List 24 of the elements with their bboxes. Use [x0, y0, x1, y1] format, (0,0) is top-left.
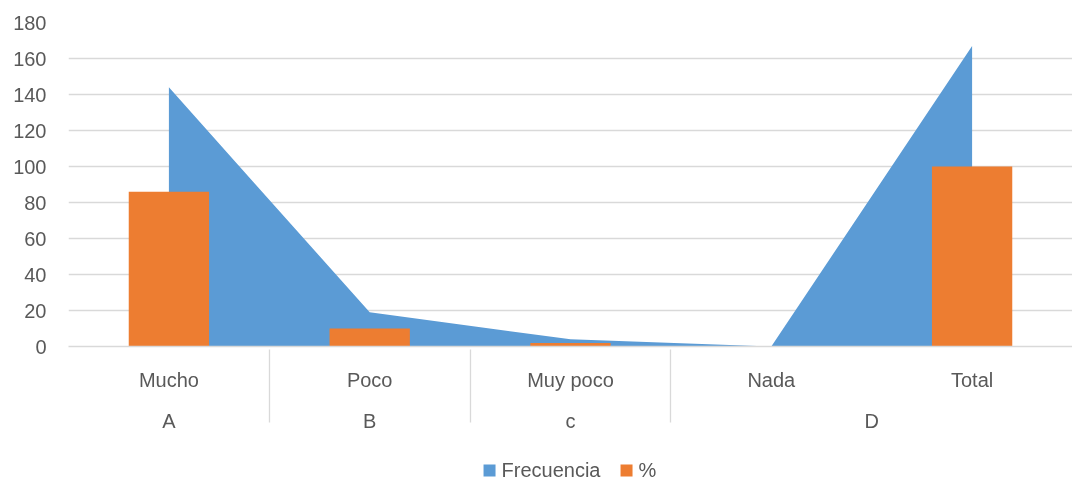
- x-tick-label: Mucho: [138, 368, 199, 391]
- y-tick-label: 20: [24, 299, 47, 322]
- x-tick-label: Muy poco: [527, 368, 614, 391]
- y-tick-label: 60: [24, 227, 47, 250]
- legend-label: Frecuencia: [501, 458, 601, 482]
- bar: [329, 328, 410, 347]
- text: A: [162, 409, 177, 432]
- y-tick-label: 100: [13, 155, 47, 178]
- text: D: [864, 409, 879, 432]
- bar: [931, 166, 1013, 347]
- legend-label: %: [638, 458, 658, 482]
- y-tick-label: 140: [13, 83, 47, 106]
- x-tick-label: Total: [950, 368, 994, 391]
- y-tick-label: 0: [35, 335, 47, 358]
- text: c: [565, 409, 576, 432]
- y-tick-label: 180: [13, 11, 47, 34]
- y-tick-label: 160: [13, 47, 47, 70]
- x-tick-label: Poco: [346, 368, 393, 391]
- x-tick-label: Nada: [747, 368, 797, 391]
- y-tick-label: 40: [24, 263, 47, 286]
- bar: [128, 191, 210, 347]
- y-tick-label: 120: [13, 119, 47, 142]
- y-tick-label: 80: [24, 191, 47, 214]
- text: B: [363, 409, 377, 432]
